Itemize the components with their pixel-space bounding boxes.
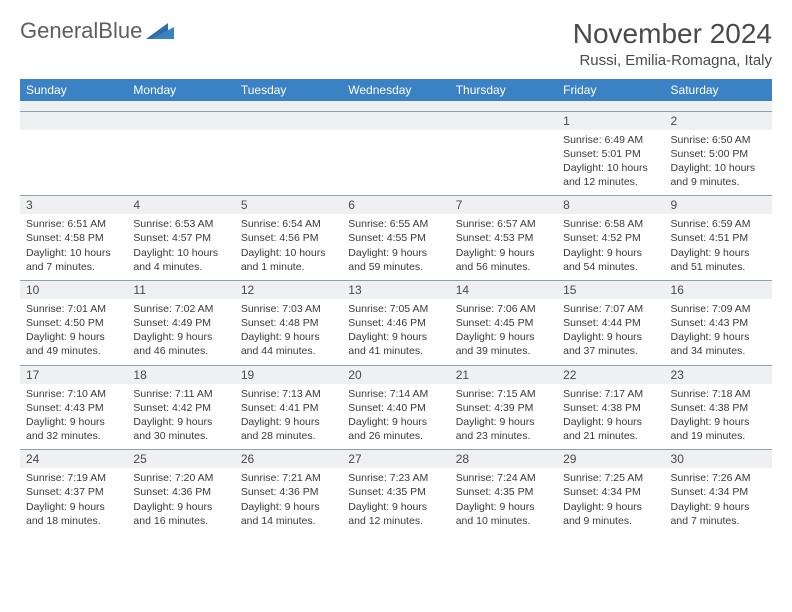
calendar-table: Sunday Monday Tuesday Wednesday Thursday… (20, 79, 772, 534)
day-detail: Sunrise: 7:06 AM Sunset: 4:45 PM Dayligh… (450, 299, 557, 365)
day-detail (450, 130, 557, 196)
day-detail (235, 130, 342, 196)
day-number: 26 (235, 450, 342, 469)
daynum-row: 3456789 (20, 196, 772, 215)
day-number (127, 111, 234, 130)
dayhead-wed: Wednesday (342, 79, 449, 101)
day-number: 2 (665, 111, 772, 130)
dayhead-mon: Monday (127, 79, 234, 101)
day-number: 18 (127, 365, 234, 384)
day-number (342, 111, 449, 130)
day-number: 13 (342, 280, 449, 299)
dayhead-sun: Sunday (20, 79, 127, 101)
day-detail: Sunrise: 7:26 AM Sunset: 4:34 PM Dayligh… (665, 468, 772, 534)
day-detail: Sunrise: 6:58 AM Sunset: 4:52 PM Dayligh… (557, 214, 664, 280)
day-detail: Sunrise: 7:02 AM Sunset: 4:49 PM Dayligh… (127, 299, 234, 365)
day-number: 4 (127, 196, 234, 215)
day-number: 21 (450, 365, 557, 384)
day-detail: Sunrise: 7:20 AM Sunset: 4:36 PM Dayligh… (127, 468, 234, 534)
day-detail: Sunrise: 6:54 AM Sunset: 4:56 PM Dayligh… (235, 214, 342, 280)
detail-row: Sunrise: 7:19 AM Sunset: 4:37 PM Dayligh… (20, 468, 772, 534)
logo-triangle-icon (146, 21, 174, 41)
day-number: 11 (127, 280, 234, 299)
day-detail: Sunrise: 6:55 AM Sunset: 4:55 PM Dayligh… (342, 214, 449, 280)
dayhead-sat: Saturday (665, 79, 772, 101)
detail-row: Sunrise: 6:51 AM Sunset: 4:58 PM Dayligh… (20, 214, 772, 280)
detail-row: Sunrise: 7:10 AM Sunset: 4:43 PM Dayligh… (20, 384, 772, 450)
day-number: 30 (665, 450, 772, 469)
day-number: 15 (557, 280, 664, 299)
day-number: 5 (235, 196, 342, 215)
day-number (235, 111, 342, 130)
day-number: 12 (235, 280, 342, 299)
day-detail (127, 130, 234, 196)
day-number: 1 (557, 111, 664, 130)
day-number: 7 (450, 196, 557, 215)
day-detail: Sunrise: 6:53 AM Sunset: 4:57 PM Dayligh… (127, 214, 234, 280)
day-number: 3 (20, 196, 127, 215)
day-detail: Sunrise: 7:14 AM Sunset: 4:40 PM Dayligh… (342, 384, 449, 450)
dayhead-tue: Tuesday (235, 79, 342, 101)
logo: GeneralBlue (20, 18, 174, 44)
day-number (450, 111, 557, 130)
day-detail: Sunrise: 7:21 AM Sunset: 4:36 PM Dayligh… (235, 468, 342, 534)
day-number: 17 (20, 365, 127, 384)
logo-text: GeneralBlue (20, 18, 142, 44)
title-block: November 2024 Russi, Emilia-Romagna, Ita… (573, 18, 772, 69)
day-detail: Sunrise: 7:03 AM Sunset: 4:48 PM Dayligh… (235, 299, 342, 365)
day-number: 27 (342, 450, 449, 469)
logo-text-gray: General (20, 18, 98, 43)
day-detail: Sunrise: 7:10 AM Sunset: 4:43 PM Dayligh… (20, 384, 127, 450)
day-number: 22 (557, 365, 664, 384)
day-detail: Sunrise: 7:24 AM Sunset: 4:35 PM Dayligh… (450, 468, 557, 534)
daynum-row: 12 (20, 111, 772, 130)
day-detail: Sunrise: 7:05 AM Sunset: 4:46 PM Dayligh… (342, 299, 449, 365)
day-detail: Sunrise: 6:57 AM Sunset: 4:53 PM Dayligh… (450, 214, 557, 280)
header: GeneralBlue November 2024 Russi, Emilia-… (20, 18, 772, 69)
day-detail: Sunrise: 6:49 AM Sunset: 5:01 PM Dayligh… (557, 130, 664, 196)
day-detail: Sunrise: 7:15 AM Sunset: 4:39 PM Dayligh… (450, 384, 557, 450)
day-number (20, 111, 127, 130)
daynum-row: 10111213141516 (20, 280, 772, 299)
day-detail: Sunrise: 7:11 AM Sunset: 4:42 PM Dayligh… (127, 384, 234, 450)
location: Russi, Emilia-Romagna, Italy (573, 52, 772, 69)
month-title: November 2024 (573, 18, 772, 50)
day-detail: Sunrise: 7:01 AM Sunset: 4:50 PM Dayligh… (20, 299, 127, 365)
day-number: 14 (450, 280, 557, 299)
day-detail: Sunrise: 6:51 AM Sunset: 4:58 PM Dayligh… (20, 214, 127, 280)
dayhead-fri: Friday (557, 79, 664, 101)
dayhead-thu: Thursday (450, 79, 557, 101)
day-number: 6 (342, 196, 449, 215)
day-number: 29 (557, 450, 664, 469)
detail-row: Sunrise: 6:49 AM Sunset: 5:01 PM Dayligh… (20, 130, 772, 196)
day-detail: Sunrise: 7:17 AM Sunset: 4:38 PM Dayligh… (557, 384, 664, 450)
daynum-row: 24252627282930 (20, 450, 772, 469)
day-detail: Sunrise: 7:13 AM Sunset: 4:41 PM Dayligh… (235, 384, 342, 450)
day-detail (342, 130, 449, 196)
day-detail: Sunrise: 6:59 AM Sunset: 4:51 PM Dayligh… (665, 214, 772, 280)
spacer-row (20, 101, 772, 111)
day-detail (20, 130, 127, 196)
day-detail: Sunrise: 7:09 AM Sunset: 4:43 PM Dayligh… (665, 299, 772, 365)
day-header-row: Sunday Monday Tuesday Wednesday Thursday… (20, 79, 772, 101)
day-number: 19 (235, 365, 342, 384)
day-detail: Sunrise: 7:19 AM Sunset: 4:37 PM Dayligh… (20, 468, 127, 534)
day-number: 9 (665, 196, 772, 215)
day-detail: Sunrise: 7:25 AM Sunset: 4:34 PM Dayligh… (557, 468, 664, 534)
detail-row: Sunrise: 7:01 AM Sunset: 4:50 PM Dayligh… (20, 299, 772, 365)
day-number: 16 (665, 280, 772, 299)
day-number: 28 (450, 450, 557, 469)
day-detail: Sunrise: 6:50 AM Sunset: 5:00 PM Dayligh… (665, 130, 772, 196)
day-number: 8 (557, 196, 664, 215)
day-number: 10 (20, 280, 127, 299)
day-detail: Sunrise: 7:18 AM Sunset: 4:38 PM Dayligh… (665, 384, 772, 450)
day-number: 24 (20, 450, 127, 469)
day-number: 20 (342, 365, 449, 384)
day-detail: Sunrise: 7:23 AM Sunset: 4:35 PM Dayligh… (342, 468, 449, 534)
logo-text-blue: Blue (98, 18, 142, 43)
day-number: 25 (127, 450, 234, 469)
daynum-row: 17181920212223 (20, 365, 772, 384)
day-number: 23 (665, 365, 772, 384)
day-detail: Sunrise: 7:07 AM Sunset: 4:44 PM Dayligh… (557, 299, 664, 365)
